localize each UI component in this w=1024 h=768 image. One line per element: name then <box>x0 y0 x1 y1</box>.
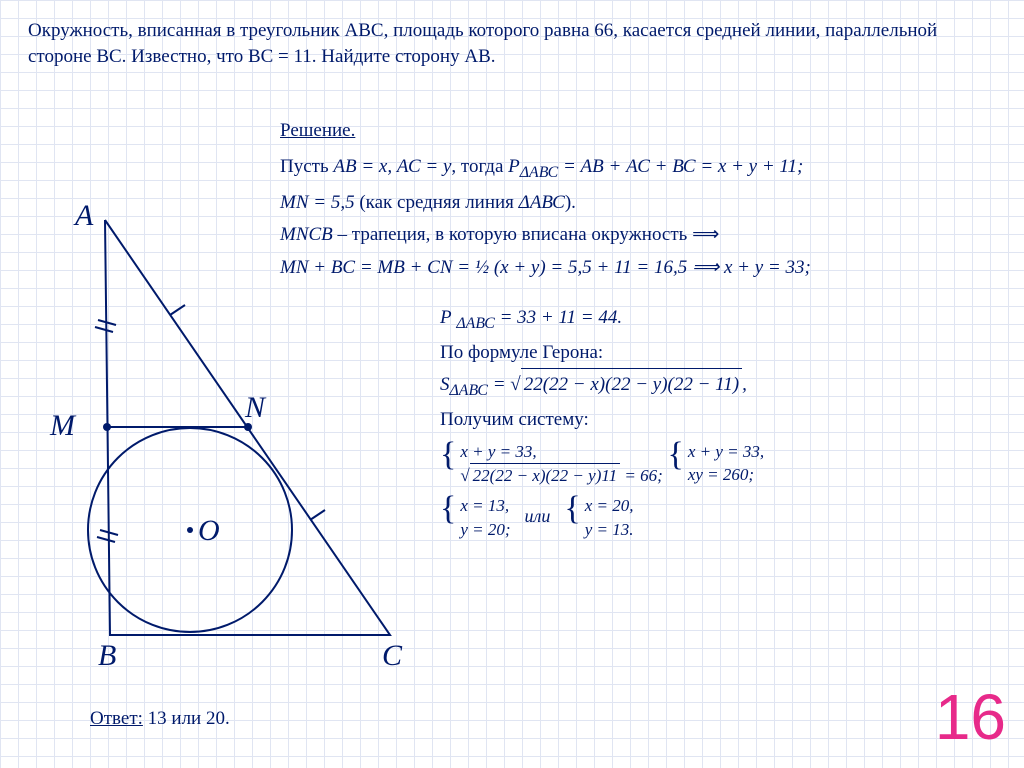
perimeter-line: Р ΔАВС = 33 + 11 = 44. <box>440 302 994 337</box>
system-2: { x + y = 33, xy = 260; <box>667 440 764 488</box>
label-c: C <box>382 639 403 672</box>
sub: ΔАВС <box>520 164 558 181</box>
eq: x = 20, <box>585 494 634 518</box>
tick-mb2 <box>97 537 115 542</box>
system-4: { x = 20, y = 13. <box>564 494 633 542</box>
brace-icon: { <box>564 494 580 542</box>
right-column: Р ΔАВС = 33 + 11 = 44. По формуле Герона… <box>440 302 994 544</box>
text: ). <box>565 192 576 213</box>
or-label: или <box>525 502 551 532</box>
sqrt-sign: √ <box>510 374 520 395</box>
sqrt-body: 22(22 − x)(22 − y)11 <box>470 463 620 488</box>
label-a: A <box>73 199 94 232</box>
text: Пусть <box>280 156 333 177</box>
eq: x = 13, <box>460 494 510 518</box>
point-o-dot <box>187 527 193 533</box>
get-system-label: Получим систему: <box>440 404 994 435</box>
brace-icon: { <box>440 494 456 542</box>
text: Р <box>440 307 456 328</box>
tick-am2 <box>95 327 113 332</box>
brace-icon: { <box>440 440 456 489</box>
label-o: O <box>198 514 220 547</box>
text: ΔАВС <box>519 192 565 213</box>
solution-line-1: Пусть АВ = х, АС = у, тогда РΔАВС = АВ +… <box>280 151 994 187</box>
geometry-diagram: A B C M N O <box>20 185 420 695</box>
solution-title: Решение. <box>280 115 994 147</box>
point-n-dot <box>244 423 252 431</box>
eq: x + y = 33, <box>688 440 764 464</box>
answer-label: Ответ: <box>90 708 143 729</box>
text: = <box>488 374 510 395</box>
text: , <box>742 374 747 395</box>
system-3-4-row: { x = 13, y = 20; или { x = 20, y = 13. <box>440 490 994 544</box>
text: = АВ + АС + ВС = х + у + 11; <box>558 156 803 177</box>
answer-value: 13 или 20. <box>143 708 230 729</box>
text: S <box>440 374 450 395</box>
system-3: { x = 13, y = 20; <box>440 494 511 542</box>
answer-line: Ответ: 13 или 20. <box>90 708 230 730</box>
sub: ΔАВС <box>456 315 494 332</box>
text: = 66; <box>620 466 663 485</box>
label-n: N <box>244 391 267 424</box>
problem-statement: Окружность, вписанная в треугольник АВС,… <box>28 18 996 69</box>
tick-an <box>170 305 185 315</box>
brace-icon: { <box>667 440 683 488</box>
page-number: 16 <box>935 680 1006 754</box>
system-1: { x + y = 33, √22(22 − x)(22 − y)11 = 66… <box>440 440 663 489</box>
text: = 33 + 11 = 44. <box>495 307 622 328</box>
heron-formula: SΔАВС = √22(22 − x)(22 − y)(22 − 11), <box>440 368 994 404</box>
heron-label: По формуле Герона: <box>440 337 994 368</box>
label-m: M <box>49 409 77 442</box>
eq: xy = 260; <box>688 463 764 487</box>
eq: y = 20; <box>460 518 510 542</box>
vars: АВ = х, АС = у <box>333 156 451 177</box>
text: Р <box>508 156 520 177</box>
sub: ΔАВС <box>450 382 488 399</box>
label-b: B <box>98 639 116 672</box>
tick-nc <box>310 510 325 520</box>
text: , тогда <box>451 156 508 177</box>
eq: y = 13. <box>585 518 634 542</box>
sqrt-body: 22(22 − x)(22 − y)(22 − 11) <box>521 368 742 400</box>
eq: x + y = 33, <box>460 440 662 464</box>
sqrt-sign: √ <box>460 466 469 485</box>
eq: √22(22 − x)(22 − y)11 = 66; <box>460 463 662 488</box>
point-m-dot <box>103 423 111 431</box>
